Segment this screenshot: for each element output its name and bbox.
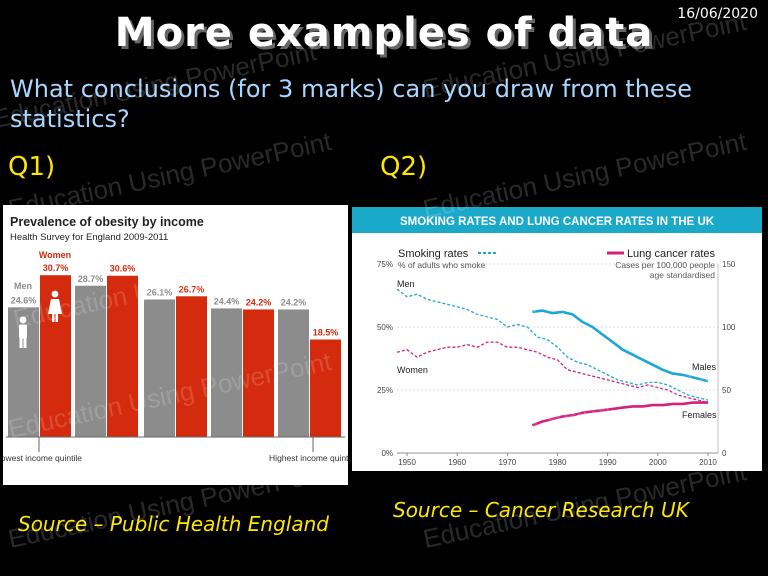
lung-cancer-title: Lung cancer rates — [627, 248, 716, 260]
source-cancer-research-uk: Source – Cancer Research UK — [393, 498, 689, 522]
smoking-chart: SMOKING RATES AND LUNG CANCER RATES IN T… — [352, 207, 762, 471]
obesity-chart-subtitle: Health Survey for England 2009-2011 — [10, 232, 168, 243]
data-label-men-1: 24.6% — [11, 295, 37, 305]
obesity-chart-title: Prevalence of obesity by income — [10, 215, 204, 229]
lowest-income-label: Lowest income quintile — [3, 453, 82, 463]
females-series-label: Females — [682, 410, 717, 420]
bar-men-3 — [144, 299, 175, 437]
right-tick-label: 150 — [722, 260, 736, 269]
data-label-women-2: 30.6% — [110, 264, 136, 274]
data-label-women-4: 24.2% — [246, 297, 272, 307]
left-tick-label: 75% — [377, 260, 393, 269]
man-icon — [19, 316, 27, 348]
series-line-men — [396, 288, 709, 401]
data-label-men-5: 24.2% — [281, 297, 307, 307]
series-line-males — [532, 309, 709, 383]
data-label-women-5: 18.5% — [313, 328, 339, 338]
bar-men-2 — [75, 285, 106, 437]
lung-cancer-subtitle: Cases per 100,000 people age standardised — [615, 260, 715, 280]
legend-women: Women — [39, 250, 71, 260]
highest-income-label: Highest income quintile — [269, 453, 348, 463]
left-tick-label: 0% — [381, 449, 393, 458]
left-tick-label: 25% — [377, 386, 393, 395]
smoking-rates-subtitle: % of adults who smoke — [398, 260, 486, 270]
series-line-females — [531, 401, 708, 427]
series-line-women — [396, 341, 709, 404]
data-label-men-3: 26.1% — [147, 287, 173, 297]
x-tick-label: 2010 — [699, 458, 717, 467]
right-tick-label: 50 — [722, 386, 731, 395]
bar-women-2 — [107, 275, 138, 437]
right-tick-label: 0 — [722, 449, 727, 458]
data-label-men-2: 28.7% — [78, 274, 104, 284]
smoking-chart-header — [352, 207, 762, 233]
x-tick-label: 1950 — [398, 458, 416, 467]
men-series-label: Men — [397, 279, 415, 289]
bar-men-5 — [278, 309, 309, 437]
bar-women-3 — [176, 296, 207, 437]
x-tick-label: 2000 — [649, 458, 667, 467]
q1-label: Q1) — [8, 152, 56, 182]
legend-men: Men — [14, 281, 32, 291]
slide-date: 16/06/2020 — [677, 6, 758, 22]
smoking-rates-title: Smoking rates — [398, 248, 469, 260]
obesity-chart: Prevalence of obesity by income Health S… — [3, 205, 348, 485]
slide-title: More examples of data — [114, 10, 654, 56]
bar-men-4 — [211, 308, 242, 437]
q2-label: Q2) — [380, 152, 428, 182]
data-label-women-1: 30.7% — [43, 263, 69, 273]
woman-icon — [48, 290, 62, 322]
bar-women-5 — [310, 339, 341, 437]
data-label-men-4: 24.4% — [214, 296, 240, 306]
smoking-chart-title: SMOKING RATES AND LUNG CANCER RATES IN T… — [400, 216, 715, 228]
left-tick-label: 50% — [377, 323, 393, 332]
women-series-label: Women — [397, 365, 428, 375]
males-series-label: Males — [692, 362, 717, 372]
x-tick-label: 1980 — [549, 458, 567, 467]
source-public-health-england: Source – Public Health England — [18, 512, 329, 536]
x-tick-label: 1970 — [498, 458, 516, 467]
data-label-women-3: 26.7% — [179, 284, 205, 294]
question-text: What conclusions (for 3 marks) can you d… — [10, 75, 692, 133]
right-tick-label: 100 — [722, 323, 736, 332]
bar-women-4 — [243, 309, 274, 437]
x-tick-label: 1960 — [448, 458, 466, 467]
x-tick-label: 1990 — [599, 458, 617, 467]
